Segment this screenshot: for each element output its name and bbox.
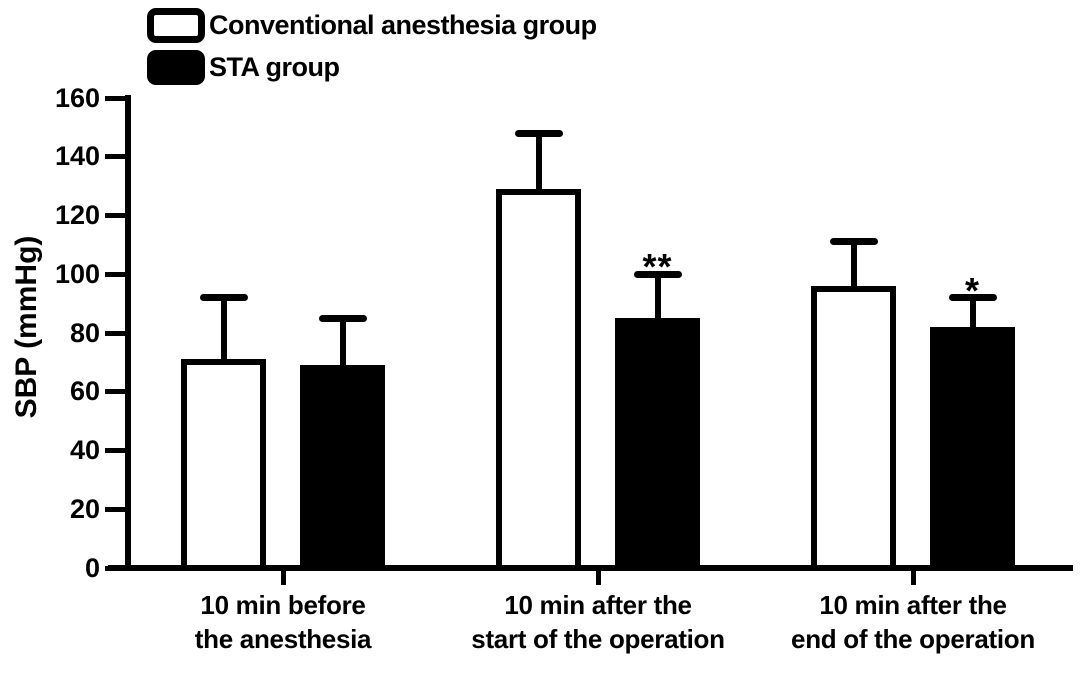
- legend-swatch-conventional-icon: [147, 8, 205, 43]
- error-bar-stem: [850, 241, 857, 297]
- y-tick: [105, 330, 125, 336]
- error-bar-cap: [829, 238, 878, 246]
- legend-item-conventional: Conventional anesthesia group: [147, 8, 597, 43]
- bar-conventional: [811, 285, 896, 571]
- y-tick-label: 40: [69, 435, 100, 465]
- x-tick: [910, 571, 916, 585]
- y-tick: [105, 506, 125, 512]
- y-tick-label: 100: [54, 258, 100, 289]
- y-tick: [105, 154, 125, 160]
- error-bar-cap: [948, 294, 997, 302]
- y-tick-label: 140: [54, 141, 100, 172]
- y-tick-label: 120: [54, 200, 100, 230]
- y-tick-label: 0: [84, 552, 100, 583]
- y-tick-label: 160: [54, 82, 100, 113]
- y-tick: [105, 213, 125, 218]
- significance-marker: **: [642, 246, 673, 288]
- x-axis-line: [108, 565, 1073, 571]
- error-bar-cap: [633, 270, 682, 278]
- x-tick: [595, 571, 601, 585]
- x-tick: [280, 571, 286, 585]
- error-bar-cap: [199, 294, 248, 302]
- y-tick-label: 20: [69, 493, 100, 524]
- error-bar-stem: [654, 274, 661, 330]
- error-bar-stem: [339, 318, 346, 377]
- error-bar-stem: [535, 133, 542, 200]
- y-tick-label: 60: [69, 376, 100, 407]
- legend-label-conventional: Conventional anesthesia group: [209, 10, 597, 40]
- bar-conventional: [181, 359, 266, 571]
- bar-sta: [615, 318, 700, 571]
- bar-sta: [300, 365, 385, 571]
- significance-marker: *: [964, 269, 980, 311]
- y-tick: [105, 565, 125, 571]
- error-bar-stem: [969, 297, 976, 339]
- legend-label-sta: STA group: [209, 52, 340, 82]
- legend: Conventional anesthesia group STA group: [147, 8, 597, 92]
- error-bar-cap: [514, 129, 563, 137]
- error-bar-cap: [318, 314, 367, 322]
- bar-conventional: [496, 189, 581, 571]
- legend-item-sta: STA group: [147, 50, 597, 85]
- error-bar-stem: [220, 297, 227, 371]
- y-tick-label: 80: [69, 317, 100, 348]
- x-category-label: 10 min after the end of the operation: [791, 590, 1035, 654]
- y-tick: [105, 271, 125, 277]
- legend-swatch-sta-icon: [147, 50, 205, 85]
- x-category-label: 10 min after the start of the operation: [471, 590, 725, 654]
- bar-sta: [930, 327, 1015, 571]
- y-tick: [105, 448, 125, 453]
- y-axis-line: [125, 95, 131, 571]
- y-tick: [105, 95, 125, 101]
- x-category-label: 10 min before the anesthesia: [194, 590, 372, 654]
- y-tick: [105, 389, 125, 395]
